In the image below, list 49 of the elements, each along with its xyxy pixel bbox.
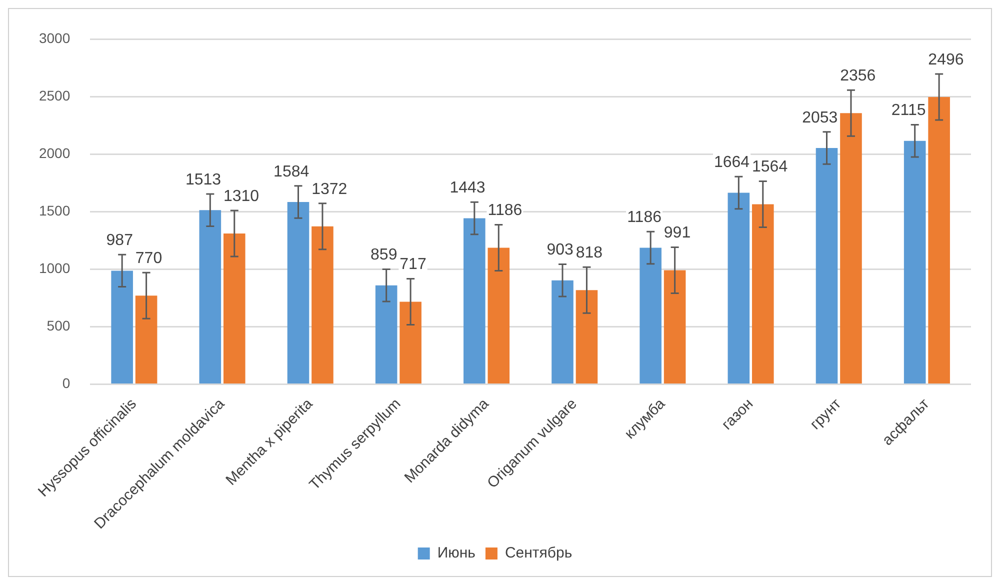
bar	[287, 202, 310, 384]
data-label: 903	[546, 242, 574, 259]
legend-label: Июнь	[437, 544, 476, 562]
data-label: 1186	[627, 209, 662, 226]
bar	[135, 296, 158, 384]
data-label: 987	[106, 232, 134, 249]
data-label: 770	[135, 250, 162, 268]
y-tick-label: 3000	[38, 30, 70, 46]
bar	[752, 204, 774, 384]
bar	[728, 192, 750, 384]
y-tick-label: 2500	[38, 87, 70, 104]
data-label: 2356	[840, 68, 876, 85]
data-label: 2053	[802, 109, 838, 126]
bar	[576, 290, 598, 384]
data-label: 859	[370, 246, 398, 264]
data-label: 717	[400, 256, 426, 274]
bar	[223, 234, 246, 384]
data-label: 1584	[274, 163, 310, 180]
bar	[816, 148, 838, 384]
data-label: 2115	[891, 102, 926, 120]
data-label: 1443	[450, 180, 486, 196]
data-label: 1664	[714, 154, 750, 172]
bar	[840, 113, 862, 384]
bar	[375, 285, 398, 384]
y-tick-label: 1500	[38, 202, 70, 219]
data-label: 1310	[223, 188, 260, 205]
y-tick-label: 500	[46, 318, 70, 334]
bar	[400, 302, 422, 384]
bar	[488, 248, 510, 384]
data-label: 991	[664, 224, 691, 242]
y-tick-label: 0	[62, 375, 70, 392]
bar	[640, 248, 662, 384]
legend-label: Сентябрь	[504, 544, 572, 562]
bar	[664, 270, 686, 384]
data-label: 1564	[752, 158, 788, 176]
data-label: 1513	[185, 171, 222, 188]
y-tick-label: 1000	[38, 260, 70, 276]
y-tick-label: 2000	[38, 144, 70, 161]
bar	[199, 210, 222, 384]
bar	[464, 218, 486, 384]
bar	[552, 280, 574, 384]
bar	[111, 270, 133, 384]
bar	[904, 140, 926, 384]
bar	[928, 97, 950, 384]
data-label: 2496	[928, 51, 964, 68]
data-label: 1186	[488, 202, 522, 220]
data-label: 818	[576, 244, 603, 262]
bar	[312, 226, 334, 384]
data-label: 1372	[312, 180, 348, 198]
